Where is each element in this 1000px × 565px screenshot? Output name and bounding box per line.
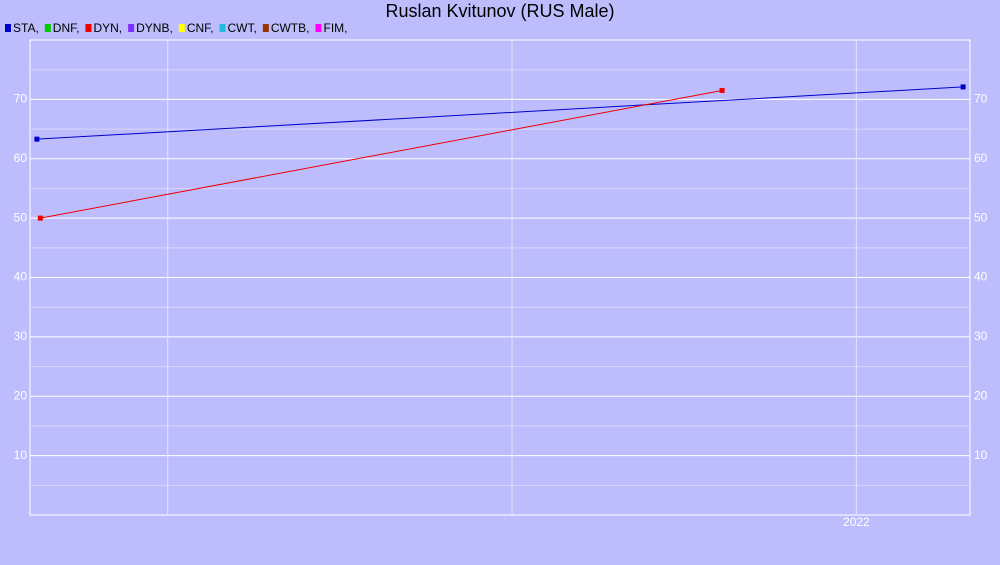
y-tick-label: 60 xyxy=(14,151,28,165)
y-tick-label-right: 30 xyxy=(974,329,988,343)
legend-label: DYN, xyxy=(93,21,122,35)
legend-swatch xyxy=(5,24,11,32)
data-point xyxy=(719,87,725,93)
y-tick-label: 20 xyxy=(14,388,28,402)
legend-swatch xyxy=(128,24,135,32)
data-point xyxy=(960,84,966,90)
legend-label: CNF, xyxy=(187,21,214,35)
y-tick-label: 50 xyxy=(14,210,28,224)
y-tick-label-right: 20 xyxy=(974,388,988,402)
legend-label: DNF, xyxy=(53,21,80,35)
legend-swatch xyxy=(219,24,226,32)
series-line xyxy=(40,89,723,219)
y-tick-label-right: 70 xyxy=(974,92,988,106)
x-tick-label: 2022 xyxy=(843,515,870,529)
legend-label: CWTB, xyxy=(271,21,310,35)
legend-swatch xyxy=(44,24,51,32)
data-point xyxy=(34,136,40,142)
series-line xyxy=(36,86,964,140)
data-point xyxy=(37,215,43,221)
y-tick-label: 10 xyxy=(14,448,28,462)
y-tick-label: 40 xyxy=(14,270,28,284)
legend-swatch xyxy=(178,24,185,32)
legend-swatch xyxy=(85,24,92,32)
legend-label: STA, xyxy=(13,21,39,35)
y-tick-label: 70 xyxy=(14,92,28,106)
legend-label: CWT, xyxy=(227,21,256,35)
y-tick-label: 30 xyxy=(14,329,28,343)
y-tick-label-right: 50 xyxy=(974,210,988,224)
y-tick-label-right: 60 xyxy=(974,151,988,165)
y-tick-label-right: 10 xyxy=(974,448,988,462)
legend-swatch xyxy=(262,24,269,32)
legend-label: FIM, xyxy=(323,21,347,35)
chart-title: Ruslan Kvitunov (RUS Male) xyxy=(385,1,614,21)
y-tick-label-right: 40 xyxy=(974,270,988,284)
legend-swatch xyxy=(315,24,322,32)
legend-label: DYNB, xyxy=(136,21,173,35)
